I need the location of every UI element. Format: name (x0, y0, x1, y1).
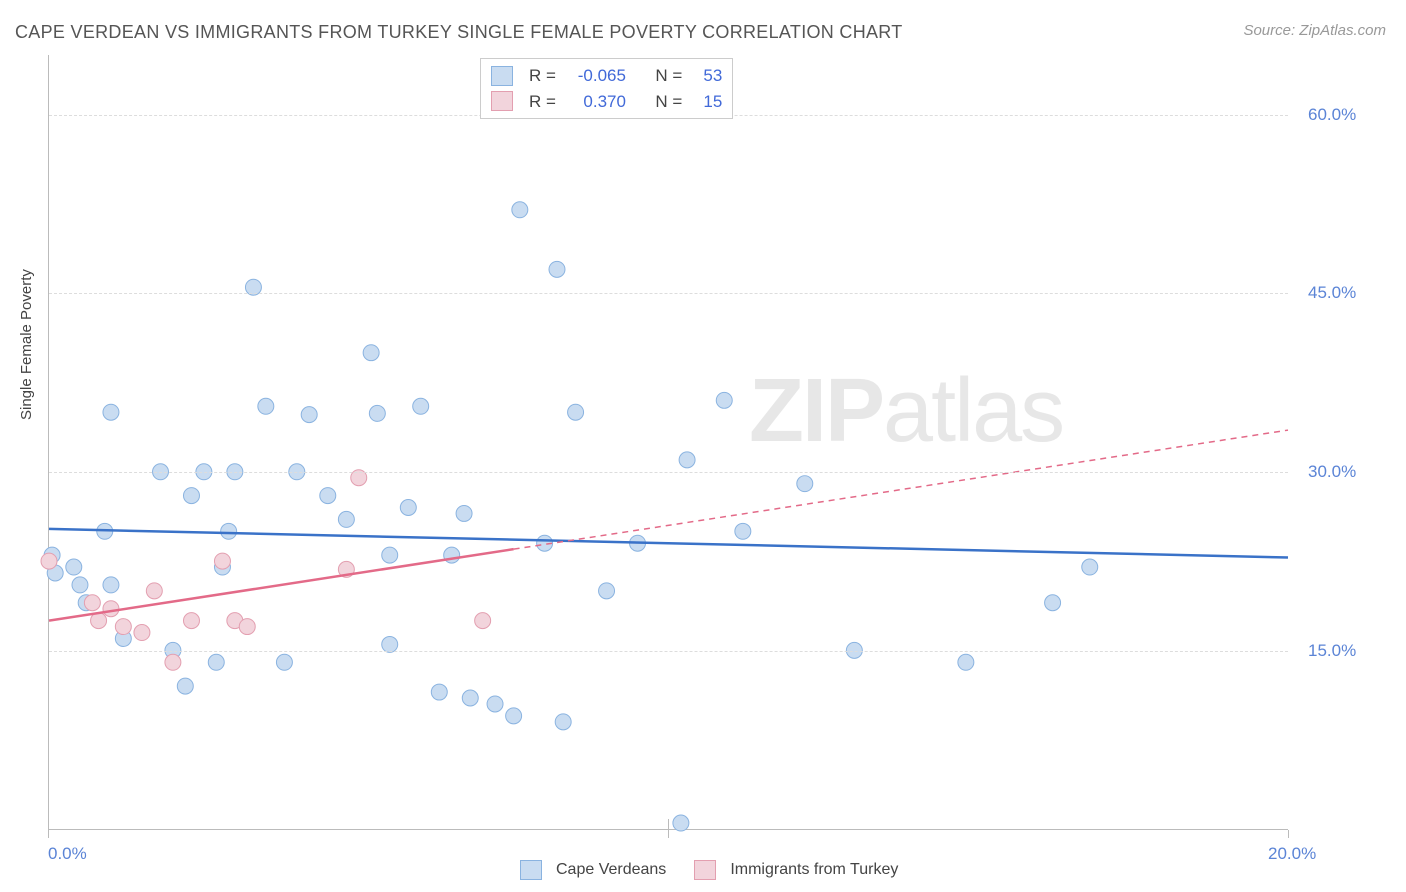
legend-item: Immigrants from Turkey (694, 860, 898, 880)
data-point (1082, 559, 1098, 575)
data-point (1045, 595, 1061, 611)
data-point (673, 815, 689, 831)
stat-N-label: N = (655, 63, 682, 89)
data-point (679, 452, 695, 468)
data-point (165, 654, 181, 670)
data-point (115, 619, 131, 635)
data-point (103, 601, 119, 617)
data-point (146, 583, 162, 599)
x-tick (668, 830, 669, 838)
data-point (208, 654, 224, 670)
y-tick-label: 45.0% (1308, 283, 1356, 303)
legend-bottom: Cape Verdeans Immigrants from Turkey (520, 860, 898, 880)
data-point (177, 678, 193, 694)
data-point (487, 696, 503, 712)
data-point (103, 404, 119, 420)
source-attribution: Source: ZipAtlas.com (1243, 22, 1386, 39)
data-point (797, 476, 813, 492)
scatter-plot-svg (49, 55, 1288, 829)
data-point (214, 553, 230, 569)
x-tick (1288, 830, 1289, 838)
legend-swatch (694, 860, 716, 880)
data-point (41, 553, 57, 569)
data-point (320, 488, 336, 504)
gridline (49, 293, 1288, 294)
legend-swatch (491, 66, 513, 86)
chart-title: CAPE VERDEAN VS IMMIGRANTS FROM TURKEY S… (15, 22, 903, 43)
data-point (506, 708, 522, 724)
data-point (413, 398, 429, 414)
data-point (549, 261, 565, 277)
x-tick (48, 830, 49, 838)
data-point (338, 511, 354, 527)
data-point (258, 398, 274, 414)
y-axis-label: Single Female Poverty (18, 269, 35, 420)
data-point (66, 559, 82, 575)
data-point (183, 488, 199, 504)
data-point (475, 613, 491, 629)
data-point (400, 500, 416, 516)
data-point (72, 577, 88, 593)
data-point (183, 613, 199, 629)
y-tick-label: 30.0% (1308, 462, 1356, 482)
legend-item: Cape Verdeans (520, 860, 666, 880)
stat-R-value: -0.065 (566, 63, 626, 89)
data-point (382, 636, 398, 652)
stat-R-value: 0.370 (566, 89, 626, 115)
data-point (958, 654, 974, 670)
data-point (382, 547, 398, 563)
stat-N-label: N = (655, 89, 682, 115)
data-point (456, 505, 472, 521)
data-point (276, 654, 292, 670)
stats-legend-box: R = -0.065 N = 53 R = 0.370 N = 15 (480, 58, 733, 119)
data-point (462, 690, 478, 706)
data-point (568, 404, 584, 420)
stat-N-value: 53 (692, 63, 722, 89)
data-point (363, 345, 379, 361)
data-point (301, 407, 317, 423)
legend-label: Cape Verdeans (556, 861, 666, 879)
gridline (49, 472, 1288, 473)
data-point (369, 405, 385, 421)
data-point (84, 595, 100, 611)
data-point (512, 202, 528, 218)
legend-swatch (491, 91, 513, 111)
legend-swatch (520, 860, 542, 880)
stat-R-label: R = (529, 89, 556, 115)
data-point (735, 523, 751, 539)
data-point (103, 577, 119, 593)
data-point (221, 523, 237, 539)
data-point (431, 684, 447, 700)
y-tick-label: 60.0% (1308, 105, 1356, 125)
stat-R-label: R = (529, 63, 556, 89)
data-point (134, 625, 150, 641)
data-point (716, 392, 732, 408)
x-tick-label: 0.0% (48, 844, 87, 864)
stat-N-value: 15 (692, 89, 722, 115)
y-tick-label: 15.0% (1308, 641, 1356, 661)
gridline (49, 651, 1288, 652)
data-point (555, 714, 571, 730)
trend-line (49, 529, 1288, 558)
legend-label: Immigrants from Turkey (730, 861, 898, 879)
data-point (599, 583, 615, 599)
data-point (239, 619, 255, 635)
stats-row: R = -0.065 N = 53 (491, 63, 722, 89)
x-tick-label: 20.0% (1268, 844, 1316, 864)
plot-area: ZIPatlas (48, 55, 1288, 830)
trend-line-extrapolated (514, 430, 1288, 549)
stats-row: R = 0.370 N = 15 (491, 89, 722, 115)
